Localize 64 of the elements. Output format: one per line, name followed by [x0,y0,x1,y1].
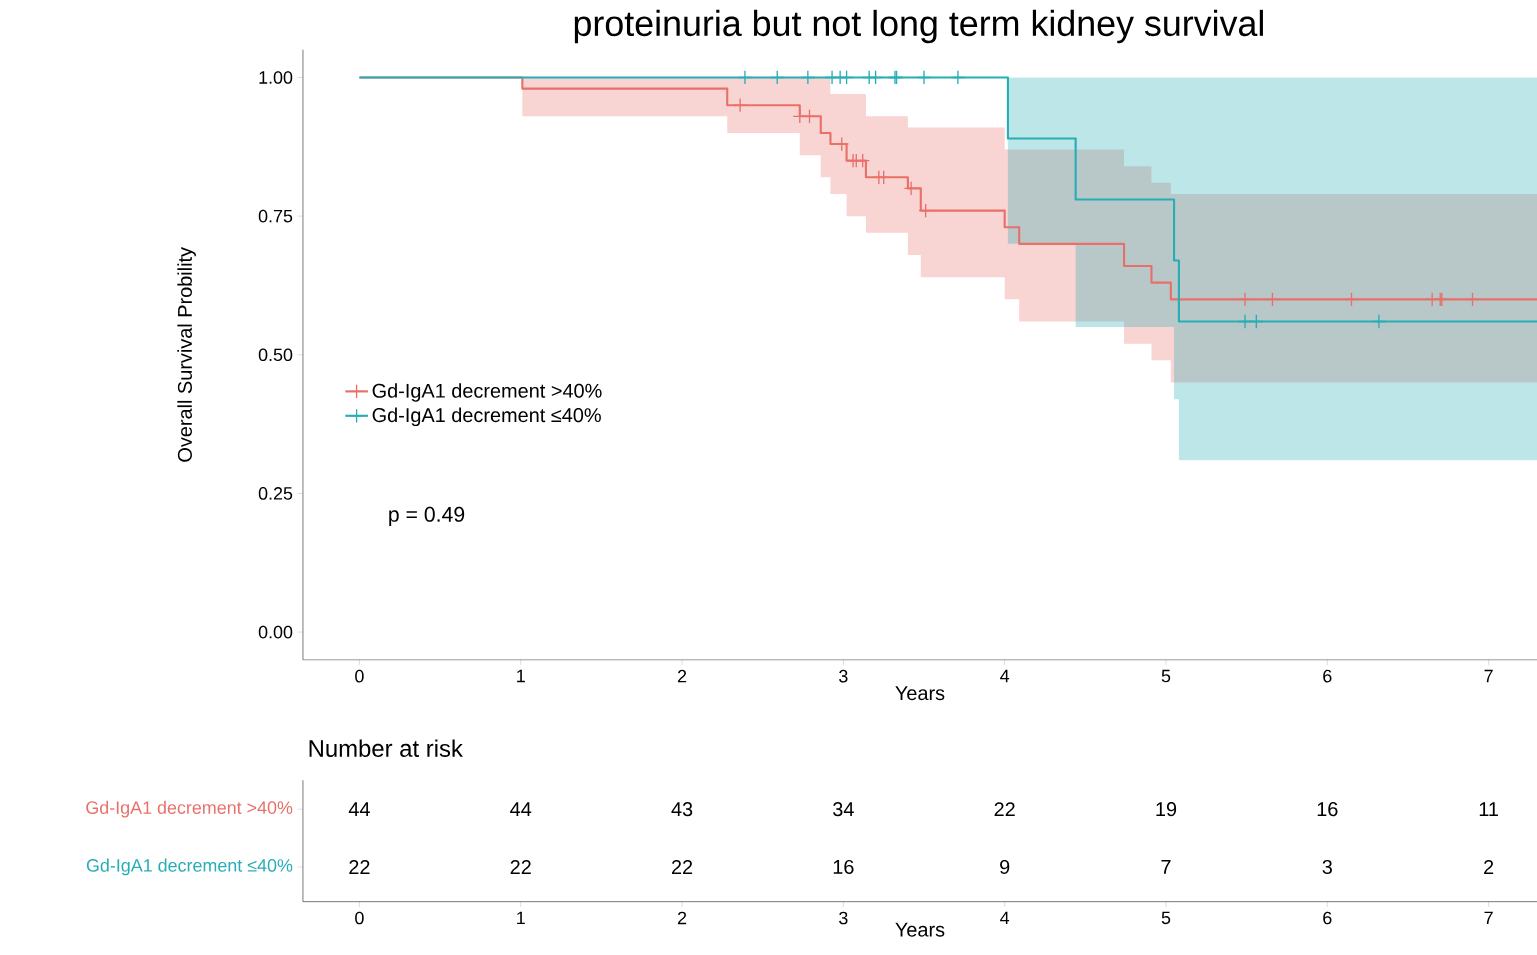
point [769,69,785,85]
chart-title: Number at risk [309,739,463,757]
point [916,69,932,85]
y-tick-label: Gd-IgA1 decrement >40% [86,800,293,818]
x-axis-title: Years [895,686,945,700]
data-label: 2 [1484,859,1494,874]
y-tick-label: 0.25 [258,486,293,500]
x-tick-label: 0 [355,911,364,925]
data-label: 16 [1317,801,1338,816]
y-tick-label: 0.00 [258,625,293,639]
x-axis-title: Years [895,922,945,937]
data-label: 22 [510,859,531,874]
x-tick-label: 1 [517,911,525,924]
x-tick-label: 5 [1161,911,1171,924]
point [1371,314,1387,329]
data-label: 22 [994,802,1015,816]
chart-title: proteinuria but not long term kidney survival [574,9,1263,44]
data-label: 44 [348,802,370,816]
y-axis-title: Overall Survival Probility [177,246,196,462]
point [737,69,753,85]
x-tick-label: 2 [677,669,687,683]
x-tick-label: 3 [839,911,848,925]
x-tick-label: 2 [677,911,687,924]
data-label: 22 [671,859,693,874]
point [732,97,748,113]
data-label: 7 [1161,859,1171,874]
point [868,69,883,85]
x-tick-label: 0 [355,669,364,683]
x-tick-label: 4 [1000,911,1010,924]
y-tick-label: Gd-IgA1 decrement ≤40% [86,858,293,876]
data-label: 19 [1156,801,1177,816]
y-tick-label: 1.00 [259,70,293,84]
data-label: 43 [671,801,693,816]
x-tick-label: 6 [1323,669,1332,683]
point [1465,291,1480,307]
data-label: 11 [1479,802,1498,816]
point [1265,291,1280,307]
point [800,69,816,85]
legend-label: Gd-IgA1 decrement >40% [372,383,602,402]
y-tick-label: 0.75 [258,209,293,223]
data-label: 22 [349,859,370,874]
x-tick-label: 3 [839,669,848,683]
x-tick-label: 1 [517,669,525,682]
data-label: 9 [1000,859,1010,874]
x-tick-label: 6 [1323,911,1332,925]
point [1249,314,1264,329]
data-label: 16 [833,859,854,874]
point [1237,291,1253,307]
y-tick-label: 0.50 [258,348,293,361]
legend-label: Gd-IgA1 decrement ≤40% [372,407,601,426]
data-label: 3 [1322,859,1332,874]
annotation: p = 0.49 [389,506,465,526]
data-label: 44 [510,802,532,816]
point [918,203,933,218]
x-tick-label: 4 [1000,669,1010,682]
x-tick-label: 7 [1484,669,1493,682]
data-label: 34 [833,801,854,816]
point [1344,291,1359,307]
point [950,69,966,85]
x-tick-label: 5 [1161,669,1171,683]
point [903,180,919,196]
point [1237,314,1253,329]
x-tick-label: 7 [1484,911,1493,924]
point [839,69,854,85]
